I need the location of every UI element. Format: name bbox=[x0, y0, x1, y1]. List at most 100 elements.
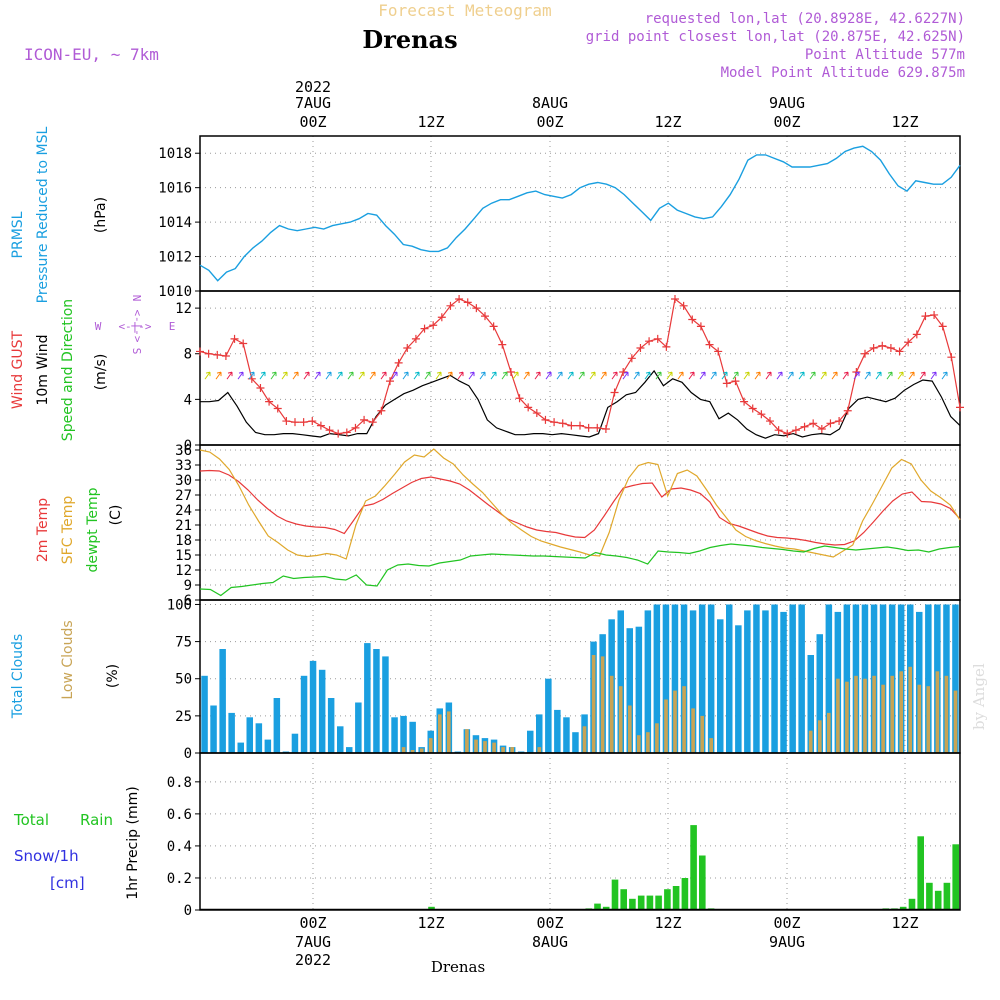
wind-direction-arrow bbox=[798, 371, 805, 380]
low-cloud-bar bbox=[600, 656, 605, 753]
ytick-label: 0.4 bbox=[167, 839, 192, 855]
total-cloud-bar bbox=[816, 634, 823, 753]
pressure-ylabel-2: Pressure Reduced to MSL bbox=[35, 126, 51, 303]
total-cloud-bar bbox=[771, 604, 778, 753]
total-cloud-bar bbox=[364, 643, 371, 753]
total-cloud-bar bbox=[744, 610, 751, 753]
model-altitude: Model Point Altitude 629.875m bbox=[721, 65, 965, 81]
gust-marker bbox=[550, 418, 559, 427]
wind-direction-arrow bbox=[721, 371, 728, 380]
total-cloud-bar bbox=[337, 726, 344, 753]
wind-direction-arrow bbox=[776, 371, 783, 380]
top-date-3: 9AUG bbox=[769, 94, 805, 112]
top-hour-3: 00Z bbox=[536, 113, 563, 131]
wind-direction-arrow bbox=[732, 371, 739, 380]
gust-marker bbox=[662, 342, 671, 351]
bottom-hour-4: 12Z bbox=[654, 914, 681, 932]
low-cloud-bar bbox=[447, 711, 451, 753]
total-cloud-bar bbox=[916, 611, 923, 753]
gust-marker bbox=[817, 425, 826, 434]
bottom-hour-6: 12Z bbox=[891, 914, 918, 932]
total-cloud-bar bbox=[698, 604, 706, 753]
wind-ylabel-unit: (m/s) bbox=[93, 354, 109, 391]
top-hour-6: 12Z bbox=[891, 113, 918, 131]
total-cloud-bar bbox=[707, 604, 715, 753]
low-cloud-bar bbox=[953, 690, 958, 753]
wind-direction-arrow bbox=[897, 371, 904, 380]
total-cloud-bar bbox=[680, 604, 688, 753]
gust-marker bbox=[861, 349, 869, 358]
rain-bar bbox=[655, 895, 662, 910]
low-cloud-bar bbox=[673, 690, 677, 753]
wind-direction-arrow bbox=[567, 371, 574, 380]
clouds-ylabel-low: Low Clouds bbox=[60, 620, 76, 699]
gust-marker bbox=[351, 423, 360, 432]
wind-direction-arrow bbox=[512, 371, 519, 380]
low-cloud-bar bbox=[628, 705, 632, 753]
ytick-label: 0.8 bbox=[167, 775, 192, 791]
total-cloud-bar bbox=[228, 712, 235, 753]
clouds-panel: 0 25 50 75 100 Total Clouds Low Clouds (%) bbox=[10, 597, 961, 762]
rain-bar bbox=[952, 844, 959, 910]
compass-e: E bbox=[169, 320, 176, 333]
wind-direction-arrow bbox=[303, 371, 310, 380]
low-cloud-bar bbox=[465, 729, 469, 753]
total-cloud-bar bbox=[409, 721, 416, 753]
gust-marker bbox=[256, 383, 265, 392]
wind-direction-arrow bbox=[336, 371, 343, 380]
rain-bar bbox=[664, 889, 671, 910]
wind-ylabel-10m: 10m Wind bbox=[35, 334, 51, 405]
ytick-label: 0 bbox=[184, 438, 192, 454]
total-cloud-bar bbox=[219, 649, 226, 753]
wind-direction-arrow bbox=[699, 371, 706, 380]
gust-marker bbox=[437, 313, 446, 322]
total-cloud-bar bbox=[653, 604, 661, 753]
gust-marker bbox=[481, 312, 489, 321]
total-cloud-bar bbox=[798, 604, 805, 753]
temp-ylabel-2m: 2m Temp bbox=[35, 498, 51, 562]
gust-marker bbox=[774, 426, 783, 435]
low-cloud-bar bbox=[474, 739, 478, 753]
low-cloud-bar bbox=[419, 748, 424, 753]
rain-bar bbox=[899, 906, 907, 910]
gust-marker bbox=[316, 421, 325, 430]
low-cloud-bar bbox=[410, 750, 415, 753]
ytick-label: 33 bbox=[175, 458, 192, 474]
bottom-hour-3: 00Z bbox=[536, 914, 563, 932]
wind-direction-arrow bbox=[468, 371, 475, 380]
low-cloud-bar bbox=[908, 666, 912, 753]
pressure-line bbox=[199, 145, 961, 282]
total-cloud-bar bbox=[753, 604, 760, 753]
compass-arrows-horizontal: <-|-> bbox=[118, 320, 151, 333]
station-name: Drenas bbox=[362, 25, 457, 54]
low-cloud-bar bbox=[618, 686, 623, 753]
gust-marker bbox=[532, 409, 541, 418]
wind-direction-arrow bbox=[941, 371, 948, 380]
wind-ylabel-speed: Speed and Direction bbox=[60, 299, 76, 441]
gust-marker bbox=[610, 388, 619, 397]
gust-marker bbox=[386, 377, 394, 386]
gust-marker bbox=[411, 334, 420, 343]
total-cloud-bar bbox=[952, 604, 959, 753]
precip-frame bbox=[199, 752, 961, 911]
total-cloud-bar bbox=[644, 610, 652, 753]
gust-marker bbox=[696, 322, 705, 331]
gust-marker bbox=[429, 321, 438, 330]
ytick-label: 0.6 bbox=[167, 807, 192, 823]
total-cloud-bar bbox=[717, 619, 724, 753]
total-cloud-bar bbox=[201, 675, 208, 753]
ytick-label: 25 bbox=[175, 709, 192, 725]
temp-2m-line bbox=[199, 469, 961, 546]
wind-direction-arrow bbox=[325, 371, 332, 380]
wind-direction-arrow bbox=[237, 371, 244, 380]
precip-panel: 0 0.2 0.4 0.6 0.8 1hr Precip (mm) Total Rain… bbox=[13, 752, 961, 919]
total-cloud-bar bbox=[635, 626, 643, 753]
total-cloud-bar bbox=[373, 649, 380, 753]
total-cloud-bar bbox=[807, 655, 814, 753]
gust-marker bbox=[791, 426, 800, 435]
gust-marker bbox=[956, 403, 964, 412]
bottom-year: 2022 bbox=[295, 951, 331, 969]
wind-panel: 0 4 8 12 Wind GUST 10m Wind Speed and Direc… bbox=[10, 290, 964, 454]
low-cloud-bar bbox=[872, 675, 876, 753]
compass-rose: N S W E <-|-> <-|-> bbox=[95, 295, 176, 355]
